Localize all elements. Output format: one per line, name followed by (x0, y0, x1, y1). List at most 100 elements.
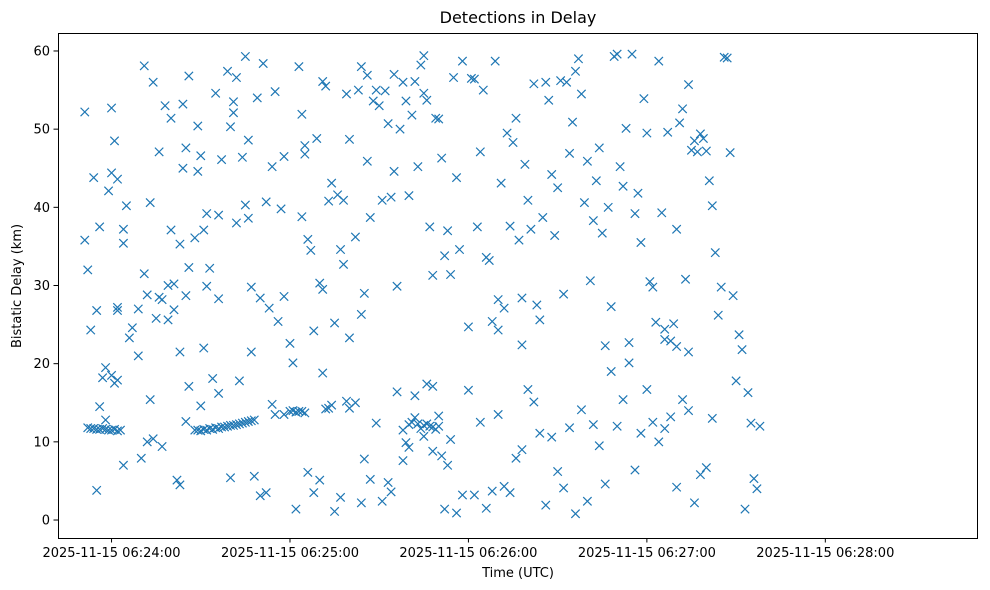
data-point-marker (231, 420, 242, 430)
data-point-marker (636, 237, 646, 248)
data-point-marker (434, 421, 444, 431)
data-point-marker (270, 87, 280, 97)
data-point-marker (517, 445, 527, 455)
data-point-marker (600, 341, 610, 351)
data-point-marker (341, 396, 352, 406)
data-point-marker (329, 506, 340, 517)
data-point-marker (428, 381, 438, 391)
data-point-marker (431, 113, 441, 123)
data-point-marker (261, 197, 271, 207)
data-point-marker (285, 338, 295, 348)
data-point-marker (627, 49, 637, 59)
data-point-marker (603, 202, 613, 212)
data-point-marker (219, 422, 230, 432)
data-point-marker (425, 421, 435, 431)
data-point-marker (258, 58, 268, 69)
data-point-marker (92, 305, 102, 316)
data-point-marker (553, 466, 563, 477)
data-point-marker (437, 153, 447, 163)
data-point-marker (228, 420, 239, 431)
data-point-marker (109, 136, 120, 146)
data-point-marker (392, 387, 402, 397)
data-point-marker (511, 453, 521, 463)
data-point-marker (297, 212, 307, 222)
data-point-marker (118, 238, 129, 248)
data-point-marker (199, 343, 209, 353)
data-point-marker (529, 397, 539, 407)
data-point-marker (279, 151, 289, 162)
data-point-marker (618, 395, 628, 405)
data-point-marker (502, 128, 512, 138)
data-point-marker (410, 76, 420, 87)
data-point-marker (520, 159, 530, 169)
data-point-marker (315, 475, 325, 485)
data-point-marker (252, 93, 262, 103)
data-point-marker (434, 114, 444, 124)
data-point-marker (362, 156, 372, 166)
data-point-marker (440, 251, 450, 261)
data-point-marker (326, 400, 337, 410)
data-point-marker (451, 508, 462, 518)
data-point-marker (294, 61, 304, 72)
data-point-marker (731, 376, 741, 386)
data-point-marker (163, 280, 173, 291)
data-point-marker (645, 276, 655, 287)
data-point-marker (523, 384, 533, 395)
data-point-marker (457, 490, 468, 500)
data-point-marker (243, 135, 253, 145)
data-point-marker (743, 387, 753, 398)
data-point-marker (404, 190, 414, 201)
data-point-marker (362, 70, 372, 80)
data-point-marker (321, 404, 331, 414)
data-point-marker (205, 263, 215, 273)
data-point-marker (315, 278, 325, 288)
data-point-marker (181, 416, 191, 427)
data-point-marker (639, 94, 649, 104)
data-point-marker (413, 162, 423, 172)
data-point-marker (564, 423, 575, 433)
data-point-marker (633, 188, 643, 198)
data-point-marker (89, 172, 99, 183)
data-point-marker (567, 117, 578, 127)
data-point-marker (222, 66, 233, 76)
data-point-marker (472, 222, 482, 232)
data-point-marker (547, 169, 557, 180)
data-point-marker (701, 463, 711, 473)
data-point-marker (386, 487, 396, 497)
data-point-marker (422, 95, 432, 105)
data-point-marker (95, 402, 105, 412)
data-point-marker (442, 460, 453, 470)
data-point-marker (267, 162, 277, 172)
data-point-marker (246, 416, 256, 426)
data-point-marker (338, 259, 349, 270)
data-point-marker (454, 244, 465, 255)
data-point-marker (225, 473, 236, 483)
data-point-marker (213, 210, 224, 220)
data-point-marker (356, 61, 366, 72)
data-point-marker (335, 244, 346, 255)
data-point-marker (683, 347, 694, 357)
data-point-marker (199, 225, 209, 235)
data-point-marker (178, 99, 188, 109)
data-point-marker (288, 358, 298, 368)
data-point-marker (440, 504, 450, 514)
data-point-marker (698, 133, 709, 144)
data-point-marker (249, 415, 259, 425)
data-point-marker (297, 406, 307, 416)
data-point-marker (710, 248, 720, 258)
y-tick-label: 0 (42, 514, 50, 529)
data-point-marker (707, 201, 717, 211)
data-point-marker (487, 316, 497, 327)
data-point-marker (184, 381, 194, 391)
data-point-marker (160, 101, 170, 111)
data-point-marker (544, 95, 554, 105)
data-point-marker (570, 509, 581, 519)
data-point-marker (582, 496, 593, 506)
data-point-marker (532, 300, 542, 310)
data-point-marker (335, 492, 346, 502)
data-point-marker (118, 460, 129, 470)
data-point-marker (175, 480, 185, 490)
data-point-marker (612, 421, 622, 431)
data-point-marker (309, 326, 319, 336)
x-tick-label: 2025-11-15 06:24:00 (42, 546, 180, 561)
